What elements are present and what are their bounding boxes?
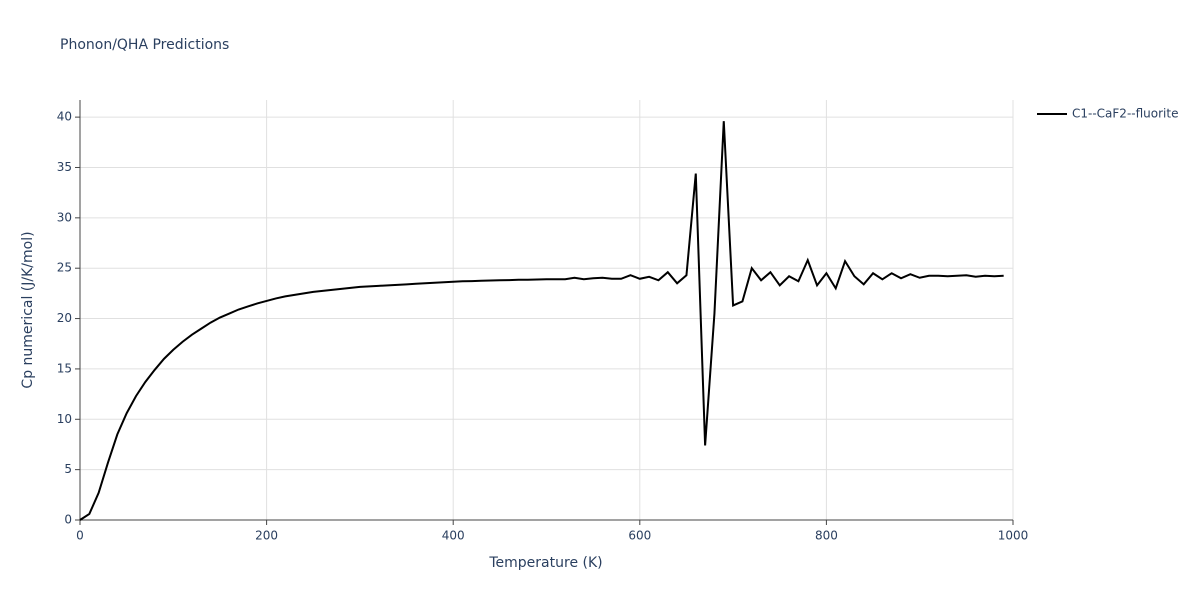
- y-tick-label: 35: [57, 160, 72, 174]
- y-tick-label: 10: [57, 412, 72, 426]
- x-tick-label: 600: [628, 529, 651, 543]
- data-line: [79, 121, 1004, 521]
- y-tick-label: 30: [57, 210, 72, 224]
- legend-label: C1--CaF2--fluorite: [1072, 107, 1178, 121]
- y-axis-title: Cp numerical (J/K/mol): [20, 231, 36, 388]
- y-tick-label: 0: [64, 513, 72, 527]
- x-tick-label: 200: [255, 529, 278, 543]
- y-tick-label: 20: [57, 311, 72, 325]
- x-tick-label: 800: [815, 529, 838, 543]
- chart-title: Phonon/QHA Predictions: [60, 37, 229, 53]
- y-tick-label: 40: [57, 110, 72, 124]
- x-tick-label: 400: [442, 529, 465, 543]
- x-tick-label: 1000: [998, 529, 1029, 543]
- y-tick-label: 5: [64, 462, 72, 476]
- x-tick-label: 0: [76, 529, 84, 543]
- y-tick-label: 25: [57, 261, 72, 275]
- x-axis-title: Temperature (K): [488, 555, 602, 571]
- y-tick-label: 15: [57, 361, 72, 375]
